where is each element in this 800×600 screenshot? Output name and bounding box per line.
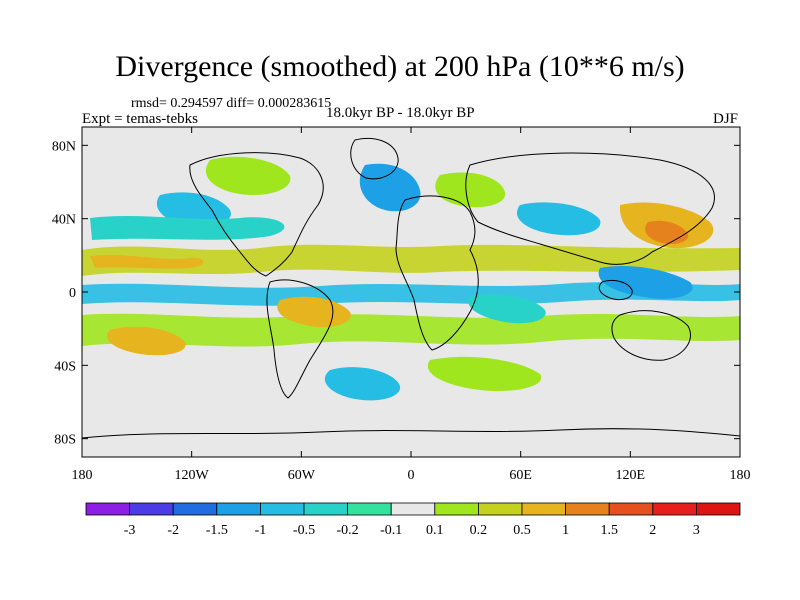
colorbar-swatch [259, 502, 305, 516]
x-tick-label: 120E [616, 468, 646, 483]
colorbar-label: -0.5 [293, 523, 315, 538]
x-tick-label: 60W [288, 468, 316, 483]
colorbar-swatch [347, 502, 392, 516]
western-pacific-negative [598, 265, 693, 299]
colorbar-swatch [303, 502, 348, 516]
colorbar-swatch [608, 502, 654, 516]
southern-ocean-positive [427, 356, 542, 392]
band-north-positive [82, 244, 740, 276]
europe-africa-outline [395, 195, 479, 351]
central-asia-negative [516, 202, 601, 236]
colorbar-label: 0.1 [426, 523, 444, 538]
band-north-core [90, 255, 204, 269]
band-south-positive [82, 313, 740, 347]
y-tick-label: 80S [54, 433, 76, 448]
x-tick-label: 60E [509, 468, 532, 483]
asia-outline [465, 152, 715, 265]
south-america-outline [266, 279, 334, 399]
indian-ocean-negative [468, 293, 546, 324]
season-label: DJF [713, 111, 739, 127]
chart-title: Divergence (smoothed) at 200 hPa (10**6 … [115, 50, 685, 83]
y-tick-label: 80N [52, 139, 76, 154]
band-equatorial-negative [82, 282, 740, 306]
period-label: 18.0kyr BP - 18.0kyr BP [326, 105, 475, 121]
y-tick-label: 0 [69, 286, 76, 301]
x-tick-label: 0 [408, 468, 415, 483]
colorbar-label: 3 [693, 523, 700, 538]
south-atlantic-negative [324, 367, 401, 401]
stats-line: rmsd= 0.294597 diff= 0.000283615 [131, 96, 332, 111]
colorbar-swatch [521, 502, 566, 516]
colorbar-swatch [390, 502, 436, 516]
colorbar-label: 2 [649, 523, 656, 538]
colorbar-swatch [696, 502, 741, 516]
maritime-continent-outline [598, 279, 633, 301]
colorbar-label: 1 [562, 523, 569, 538]
x-tick-label: 180 [730, 468, 751, 483]
colorbar-label: -0.2 [337, 523, 359, 538]
divergence-field [82, 156, 740, 401]
colorbar-swatch [85, 502, 130, 516]
band-south-core [277, 296, 351, 328]
north-america-outline [189, 152, 324, 277]
greenland-outline [350, 137, 399, 180]
colorbar-label: -1 [255, 523, 267, 538]
colorbar-swatch [129, 502, 174, 516]
colorbar-swatch [652, 502, 697, 516]
europe-positive [435, 172, 506, 208]
colorbar-label: 1.5 [600, 523, 618, 538]
colorbar-label: 0.5 [513, 523, 531, 538]
y-tick-label: 40S [54, 359, 76, 374]
colorbar-swatch [216, 502, 261, 516]
coastlines [82, 137, 740, 439]
x-tick-label: 180 [72, 468, 93, 483]
x-axis: 180 120W 60W 0 60E 120E 180 [72, 127, 751, 483]
australia-outline [611, 310, 691, 361]
colorbar-swatch [477, 502, 523, 516]
colorbar: -3 -2 -1.5 -1 -0.5 -0.2 -0.1 0.1 0.2 0.5 1 1.5 2 3 [85, 502, 741, 538]
y-tick-label: 40N [52, 213, 76, 228]
colorbar-swatch [434, 502, 479, 516]
x-tick-label: 120W [175, 468, 210, 483]
colorbar-label: -0.1 [380, 523, 402, 538]
colorbar-label: -3 [124, 523, 136, 538]
antarctica-outline [82, 428, 740, 439]
y-axis: 80N 40N 0 40S 80S [52, 139, 740, 448]
south-pacific-positive [106, 326, 186, 356]
colorbar-label: -2 [167, 523, 179, 538]
colorbar-label: 0.2 [470, 523, 488, 538]
colorbar-swatch [565, 502, 610, 516]
north-pacific-positive [205, 156, 291, 196]
atlantic-band-negative [90, 216, 285, 240]
experiment-label: Expt = temas-tebks [82, 111, 198, 127]
colorbar-swatch [172, 502, 218, 516]
colorbar-label: -1.5 [206, 523, 228, 538]
